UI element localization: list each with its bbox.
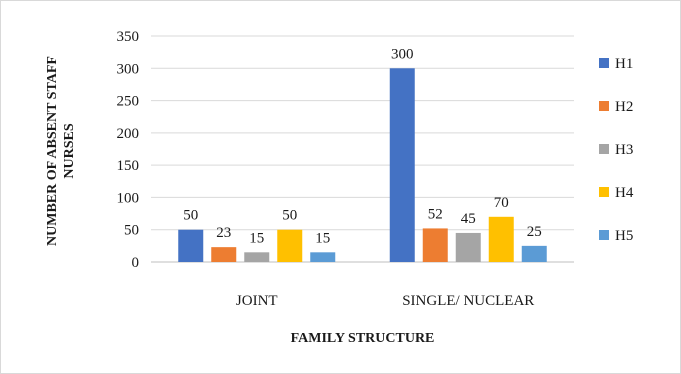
y-tick-label: 150 (117, 158, 140, 174)
y-tick-label: 200 (117, 126, 140, 142)
data-label: 15 (249, 230, 264, 246)
legend-swatch (599, 187, 609, 197)
data-label: 15 (315, 230, 330, 246)
gridlines (151, 35, 574, 263)
data-label: 52 (428, 206, 443, 222)
data-label: 25 (527, 224, 542, 240)
bar-h5-joint (310, 252, 336, 262)
data-label: 300 (391, 46, 414, 62)
legend-label: H3 (615, 142, 633, 158)
bars (178, 68, 547, 263)
legend: H1 H2 H3 H4 H5 (599, 56, 634, 244)
category-label: JOINT (236, 293, 278, 309)
legend-label: H4 (615, 185, 634, 201)
y-axis-ticks: 0 50 100 150 200 250 300 350 (117, 29, 140, 271)
legend-swatch (599, 144, 609, 154)
bar-h4-single-nuclear (488, 216, 514, 262)
category-label: SINGLE/ NUCLEAR (402, 293, 534, 309)
data-labels: 50 23 15 50 15 300 52 45 70 25 (183, 46, 542, 246)
y-axis-title: NUMBER OF ABSENT STAFF NURSES (45, 56, 77, 246)
bar-h3-joint (244, 252, 270, 262)
bar-h1-joint (178, 229, 204, 262)
bar-h1-single-nuclear (389, 68, 415, 263)
y-tick-label: 0 (132, 255, 140, 271)
legend-label: H1 (615, 56, 633, 72)
legend-swatch (599, 101, 609, 111)
data-label: 50 (183, 208, 198, 224)
x-axis-categories: JOINT SINGLE/ NUCLEAR (236, 293, 534, 309)
data-label: 23 (216, 225, 231, 241)
bar-h2-joint (211, 247, 237, 262)
data-label: 70 (494, 195, 509, 211)
bar-h4-joint (277, 229, 303, 262)
data-label: 45 (461, 211, 476, 227)
legend-label: H2 (615, 99, 633, 115)
x-axis-title: FAMILY STRUCTURE (291, 331, 435, 346)
data-label: 50 (282, 208, 297, 224)
y-tick-label: 250 (117, 94, 140, 110)
y-tick-label: 350 (117, 29, 140, 45)
bar-h5-single-nuclear (521, 245, 547, 262)
y-tick-label: 50 (124, 223, 139, 239)
y-tick-label: 300 (117, 61, 140, 77)
legend-swatch (599, 58, 609, 68)
y-tick-label: 100 (117, 190, 140, 206)
bar-h2-single-nuclear (422, 228, 448, 262)
bar-h3-single-nuclear (455, 232, 481, 262)
legend-label: H5 (615, 228, 633, 244)
legend-swatch (599, 230, 609, 240)
